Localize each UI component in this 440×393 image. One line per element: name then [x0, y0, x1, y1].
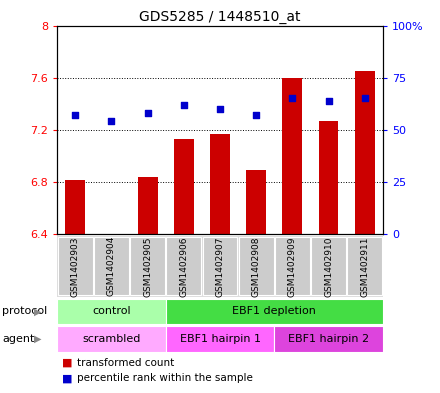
Point — [108, 118, 115, 125]
Bar — [239, 237, 274, 296]
Bar — [282, 78, 302, 234]
Text: EBF1 hairpin 1: EBF1 hairpin 1 — [180, 334, 260, 344]
Bar — [246, 170, 266, 234]
Bar — [130, 237, 165, 296]
Text: control: control — [92, 307, 131, 316]
Point — [180, 101, 187, 108]
Text: GSM1402903: GSM1402903 — [71, 236, 80, 296]
Text: GSM1402906: GSM1402906 — [180, 236, 188, 296]
Text: protocol: protocol — [2, 307, 48, 316]
Bar — [203, 237, 237, 296]
Bar — [275, 237, 310, 296]
Text: percentile rank within the sample: percentile rank within the sample — [77, 373, 253, 384]
Bar — [274, 326, 383, 352]
Bar — [58, 237, 93, 296]
Text: GSM1402904: GSM1402904 — [107, 236, 116, 296]
Point — [361, 95, 368, 101]
Point — [325, 97, 332, 104]
Bar — [66, 180, 85, 234]
Text: GSM1402911: GSM1402911 — [360, 236, 369, 296]
Text: GSM1402910: GSM1402910 — [324, 236, 333, 296]
Text: GSM1402905: GSM1402905 — [143, 236, 152, 296]
Bar — [57, 326, 166, 352]
Bar — [174, 139, 194, 234]
Text: EBF1 depletion: EBF1 depletion — [232, 307, 316, 316]
Text: ▶: ▶ — [33, 307, 41, 316]
Text: ■: ■ — [62, 373, 72, 384]
Bar — [166, 299, 383, 324]
Text: GDS5285 / 1448510_at: GDS5285 / 1448510_at — [139, 10, 301, 24]
Bar — [319, 121, 338, 234]
Text: agent: agent — [2, 334, 35, 344]
Point — [72, 112, 79, 118]
Text: EBF1 hairpin 2: EBF1 hairpin 2 — [288, 334, 369, 344]
Bar — [355, 71, 375, 234]
Point — [289, 95, 296, 101]
Text: ▶: ▶ — [33, 334, 41, 344]
Text: GSM1402907: GSM1402907 — [216, 236, 224, 296]
Bar — [347, 237, 382, 296]
Bar — [138, 176, 158, 234]
Bar — [311, 237, 346, 296]
Text: ■: ■ — [62, 358, 72, 367]
Text: scrambled: scrambled — [82, 334, 141, 344]
Text: GSM1402908: GSM1402908 — [252, 236, 260, 296]
Bar — [57, 299, 166, 324]
Point — [253, 112, 260, 118]
Point — [144, 110, 151, 116]
Bar — [166, 326, 274, 352]
Point — [216, 106, 224, 112]
Bar — [166, 237, 201, 296]
Text: transformed count: transformed count — [77, 358, 174, 367]
Bar — [94, 237, 129, 296]
Bar — [210, 134, 230, 234]
Text: GSM1402909: GSM1402909 — [288, 236, 297, 296]
